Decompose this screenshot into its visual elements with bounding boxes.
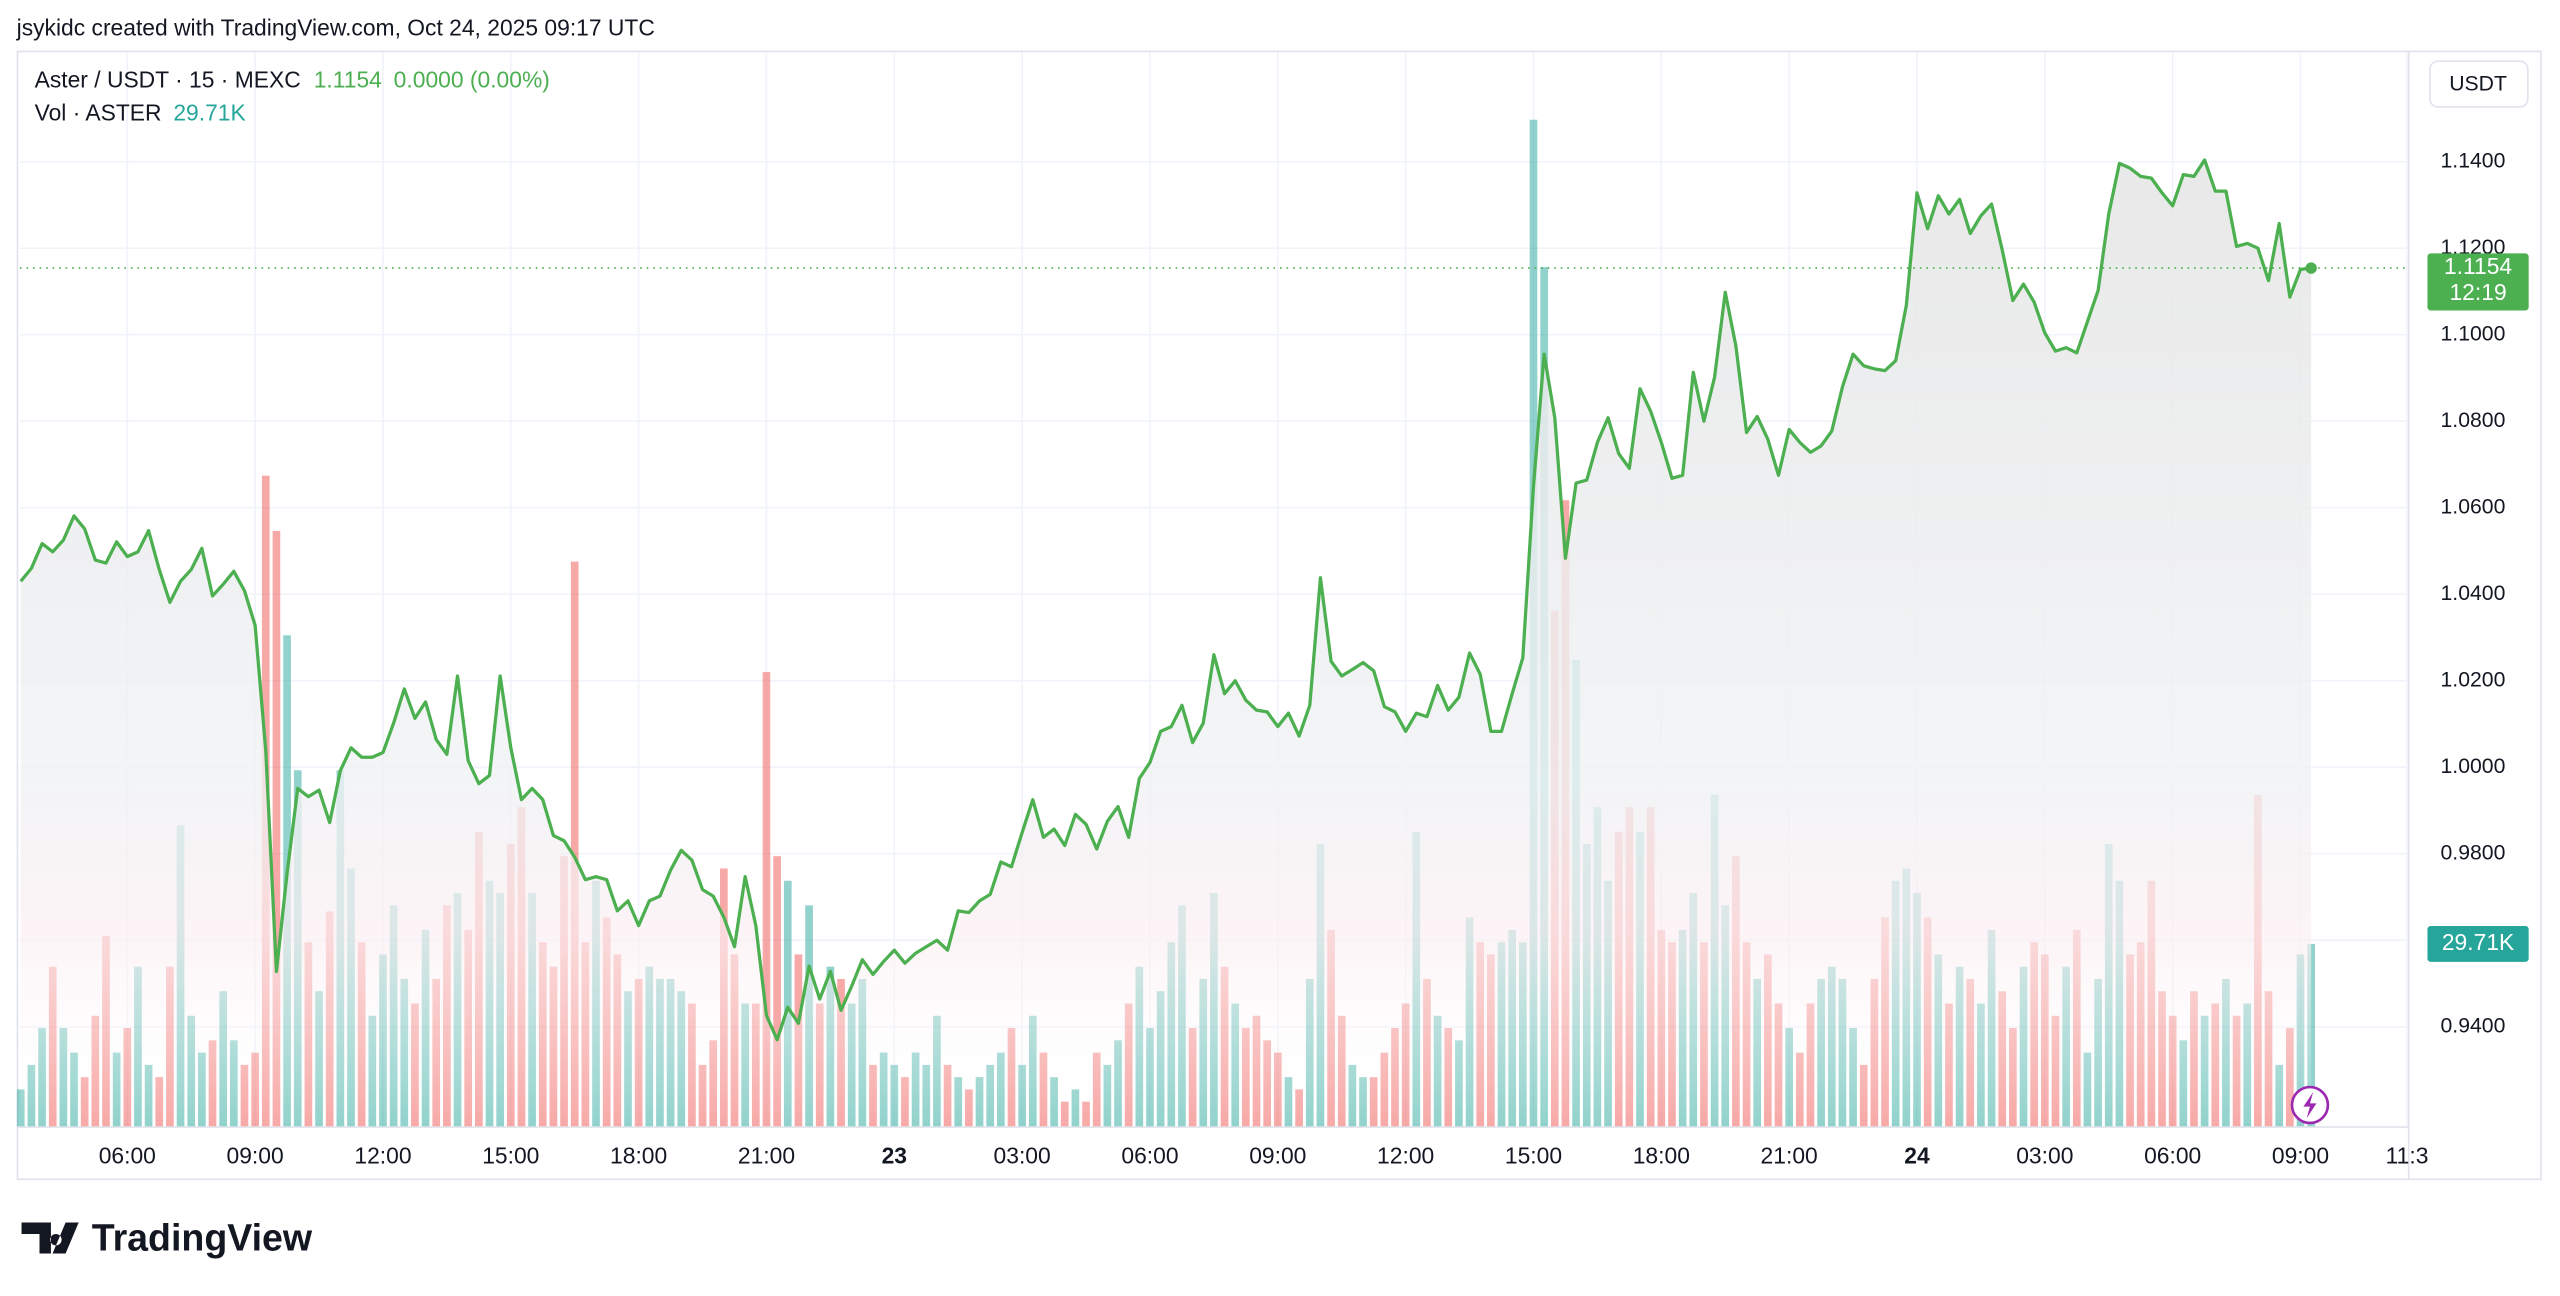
credit: jsykidc created with TradingView.com, Oc…: [16, 14, 655, 40]
change: 0.0000 (0.00%): [394, 67, 550, 93]
x-tick-label: 06:00: [99, 1142, 156, 1168]
volume-bar: [773, 856, 781, 1127]
last-point: [2305, 262, 2317, 274]
y-tick-label: 1.0600: [2441, 495, 2506, 518]
y-tick-label: 1.0800: [2441, 409, 2506, 432]
x-tick-label: 09:00: [227, 1142, 284, 1168]
axes: 0.94000.96000.98001.00001.02001.04001.06…: [99, 149, 2529, 1168]
volume-bar: [272, 530, 281, 1127]
y-tick-label: 1.0400: [2441, 582, 2506, 605]
price-badge: [2427, 253, 2529, 311]
currency-button[interactable]: [2429, 60, 2529, 108]
volume-bar: [570, 561, 579, 1127]
x-tick-label: 18:00: [610, 1142, 667, 1168]
price-line: [19, 158, 2312, 1042]
y-tick-label: 1.0000: [2441, 755, 2506, 778]
brand: TradingView: [21, 1216, 313, 1258]
volume-bar: [762, 672, 771, 1127]
symbol: Aster / USDT · 15 · MEXC: [35, 67, 301, 93]
x-tick-label: 12:00: [354, 1142, 411, 1168]
x-tick-label: 12:00: [1377, 1142, 1434, 1168]
x-tick-label: 09:00: [2272, 1142, 2329, 1168]
volume-badge-label: 29.71K: [2442, 929, 2514, 955]
volume-label: Vol · ASTER: [35, 99, 162, 125]
last-price: 1.1154: [314, 67, 382, 93]
x-tick-label: 24: [1904, 1142, 1930, 1168]
x-tick-label: 11:3: [2386, 1142, 2429, 1168]
y-tick-label: 1.1200: [2441, 236, 2506, 259]
x-tick-label: 03:00: [2016, 1142, 2073, 1168]
x-tick-label: 21:00: [1761, 1142, 1818, 1168]
x-tick-label: 18:00: [1633, 1142, 1690, 1168]
volume-bar: [783, 880, 792, 1127]
x-tick-label: 23: [882, 1142, 907, 1168]
alert-icon[interactable]: [2290, 1085, 2330, 1125]
frame: [16, 50, 2542, 1181]
x-tick-label: 03:00: [994, 1142, 1051, 1168]
price-area: [20, 159, 2312, 1127]
y-tick-label: 1.0200: [2441, 668, 2506, 691]
x-tick-label: 09:00: [1249, 1142, 1306, 1168]
volume-badge: [2427, 925, 2529, 962]
y-tick-label: 1.1000: [2441, 322, 2506, 345]
currency[interactable]: USDT: [2449, 72, 2507, 95]
x-tick-label: 06:00: [1121, 1142, 1178, 1168]
x-tick-label: 15:00: [1505, 1142, 1562, 1168]
y-tick-label: 0.9400: [2441, 1014, 2506, 1037]
brand-name: TradingView: [92, 1216, 313, 1258]
y-tick-label: 1.1400: [2441, 149, 2506, 172]
x-tick-label: 06:00: [2144, 1142, 2201, 1168]
volume-last: 29.71K: [173, 99, 245, 125]
price-badge-label: 1.1154: [2444, 253, 2512, 279]
plot: [19, 158, 2408, 1127]
countdown: 12:19: [2449, 279, 2506, 305]
x-tick-label: 21:00: [738, 1142, 795, 1168]
y-tick-label: 0.9800: [2441, 841, 2506, 864]
x-tick-label: 15:00: [482, 1142, 539, 1168]
